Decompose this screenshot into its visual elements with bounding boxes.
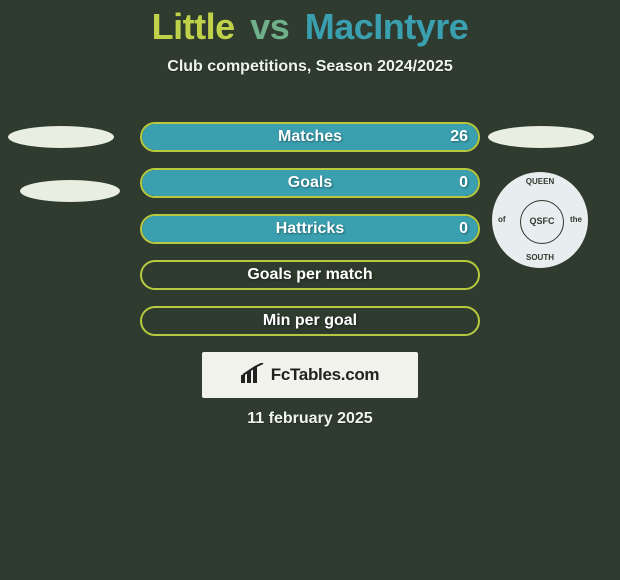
crest-text-left: of: [498, 216, 506, 224]
crest-text-bottom: SOUTH: [492, 254, 588, 262]
bar-label: Goals per match: [247, 266, 372, 284]
stat-row-min-per-goal: Min per goal: [0, 306, 620, 336]
brand-text: FcTables.com: [271, 365, 380, 385]
bar-track: Goals per match: [140, 260, 480, 290]
side-ellipse: [20, 180, 120, 202]
bar-track: Matches: [140, 122, 480, 152]
side-ellipse: [488, 126, 594, 148]
crest-inner-circle: QSFC: [520, 200, 564, 244]
title-vs: vs: [250, 6, 289, 47]
bar-label: Matches: [278, 128, 342, 146]
title-player2: MacIntyre: [305, 6, 469, 47]
bar-track: Min per goal: [140, 306, 480, 336]
side-ellipse: [8, 126, 114, 148]
bar-label: Hattricks: [276, 220, 344, 238]
bar-value-right: 0: [459, 168, 468, 198]
brand-badge: FcTables.com: [202, 352, 418, 398]
bar-track: Hattricks: [140, 214, 480, 244]
bar-label: Min per goal: [263, 312, 357, 330]
subtitle: Club competitions, Season 2024/2025: [0, 58, 620, 76]
bar-track: Goals: [140, 168, 480, 198]
title-player1: Little: [152, 6, 235, 47]
title: Little vs MacIntyre: [0, 6, 620, 48]
crest-inner-text: QSFC: [521, 201, 563, 243]
brand-chart-icon: [241, 363, 265, 388]
crest-text-right: the: [570, 216, 582, 224]
club-crest: QUEEN of the SOUTH QSFC: [490, 170, 590, 270]
bar-value-right: 26: [450, 122, 468, 152]
bar-value-right: 0: [459, 214, 468, 244]
header: Little vs MacIntyre Club competitions, S…: [0, 6, 620, 76]
crest-text-top: QUEEN: [492, 178, 588, 186]
footer-date: 11 february 2025: [0, 410, 620, 428]
bar-label: Goals: [288, 174, 332, 192]
